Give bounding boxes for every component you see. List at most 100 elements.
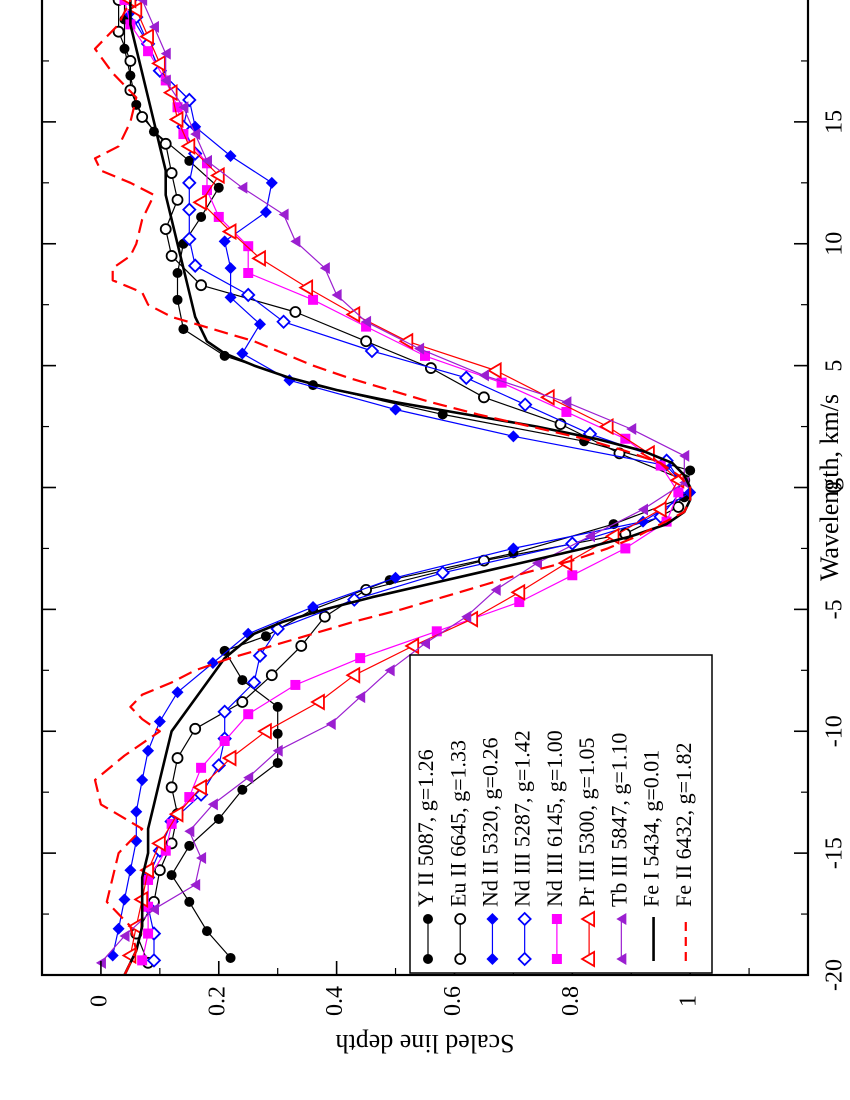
data-point [166, 870, 177, 881]
data-point [195, 279, 207, 292]
data-point [168, 805, 184, 823]
data-point [672, 501, 685, 513]
data-point [151, 834, 166, 852]
data-point [137, 955, 148, 966]
data-point [196, 211, 207, 222]
data-point [276, 314, 291, 330]
data-point [172, 294, 183, 305]
data-point [551, 914, 562, 924]
data-point [252, 648, 268, 663]
data-point [308, 294, 319, 305]
data-point [507, 542, 520, 555]
data-point [486, 953, 499, 965]
data-point [551, 954, 562, 964]
data-point [118, 893, 131, 906]
data-point [361, 315, 372, 328]
data-point [213, 182, 224, 193]
data-point [355, 653, 366, 664]
data-point [318, 610, 331, 623]
data-point [162, 84, 178, 102]
data-point [404, 637, 420, 655]
data-point [289, 306, 302, 318]
data-point [539, 388, 555, 406]
data-point [295, 640, 308, 652]
data-point [454, 913, 467, 925]
data-point [361, 321, 372, 332]
data-point [384, 664, 395, 677]
data-point [517, 911, 532, 927]
data-point [290, 679, 301, 690]
data-point [272, 701, 283, 712]
data-point [364, 343, 380, 359]
data-point [626, 423, 637, 435]
data-point [531, 557, 542, 570]
data-point [130, 834, 143, 847]
data-point [178, 101, 189, 114]
data-point [243, 771, 254, 784]
data-point [180, 137, 196, 155]
data-point [580, 910, 596, 928]
data-point [124, 864, 137, 877]
legend-label: Y II 5087, g=1.26 [413, 749, 438, 907]
data-point [171, 752, 184, 764]
data-point [184, 155, 195, 166]
data-point [679, 449, 690, 462]
data-point [584, 530, 595, 543]
data-point [143, 928, 154, 939]
data-point [224, 150, 237, 162]
data-point [389, 571, 402, 584]
data-point [265, 176, 278, 189]
data-point [196, 852, 207, 864]
data-point [620, 543, 631, 554]
data-point [458, 370, 474, 386]
legend-entry: Fe II 6432, g=1.82 [671, 742, 696, 961]
legend-entry: Nd III 5287, g=1.42 [510, 730, 535, 967]
data-point [510, 583, 526, 601]
x-tick-label: -15 [822, 837, 848, 869]
data-point [486, 913, 499, 925]
legend-entry: Eu II 6645, g=1.33 [445, 740, 470, 965]
data-point [112, 922, 125, 935]
data-point [211, 758, 227, 773]
data-point [168, 110, 184, 129]
data-point [143, 46, 154, 57]
data-point [192, 778, 207, 796]
data-point [219, 736, 230, 746]
data-point [139, 861, 154, 879]
data-point [431, 626, 442, 637]
legend-label: Fe II 6432, g=1.82 [671, 742, 696, 907]
data-point [638, 503, 649, 516]
data-point [260, 631, 271, 642]
data-point [196, 762, 207, 773]
data-point [160, 47, 171, 60]
x-tick-label: -10 [822, 715, 848, 747]
data-point [153, 864, 166, 877]
data-point [561, 396, 572, 409]
data-point [389, 403, 402, 416]
data-point [184, 840, 195, 851]
legend-label: Fe I 5434, g=0.01 [639, 750, 664, 907]
data-point [159, 223, 172, 236]
data-point [106, 949, 119, 962]
data-point [236, 696, 249, 708]
data-point [146, 953, 162, 968]
data-point [514, 597, 525, 608]
data-point [272, 757, 283, 768]
plot-area: -20 -15 -10 -5 0 5 10 15 0 0.2 0.4 0.6 0.8 1 [40, 0, 848, 1016]
data-point [580, 950, 596, 968]
data-point [298, 279, 314, 297]
data-point [478, 369, 489, 382]
data-point [119, 0, 130, 5]
data-point [201, 926, 212, 937]
data-point [224, 262, 237, 275]
data-point [307, 600, 320, 613]
data-point [213, 814, 224, 824]
data-point [151, 54, 166, 72]
data-point [655, 460, 666, 471]
data-point [420, 350, 430, 361]
data-point [165, 781, 178, 794]
x-tick-label: -5 [822, 599, 848, 619]
data-point [184, 825, 195, 838]
data-point [165, 250, 178, 262]
